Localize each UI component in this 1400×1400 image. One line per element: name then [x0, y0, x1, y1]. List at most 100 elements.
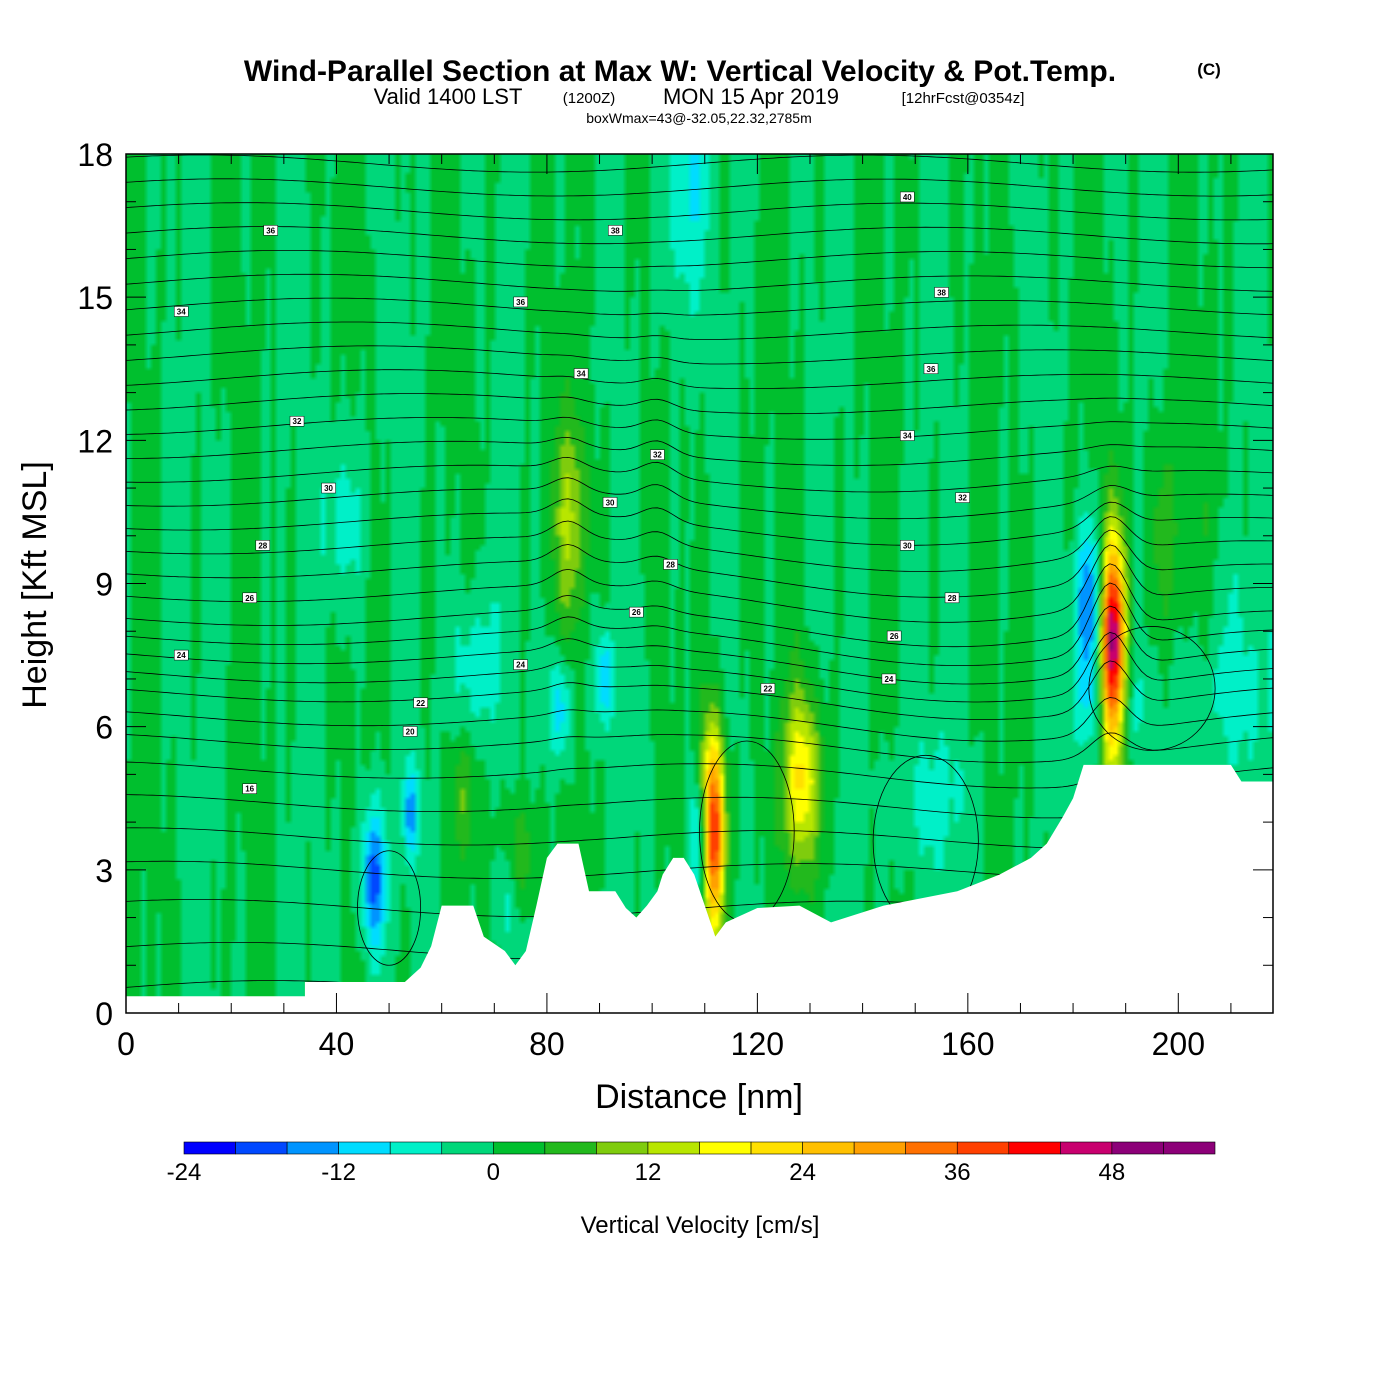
- isentrope-line: [126, 436, 1273, 466]
- y-tick-label: 9: [95, 567, 113, 603]
- isentrope-line: [126, 321, 1273, 340]
- colorbar-bin: [183, 1141, 236, 1155]
- svg-text:24: 24: [177, 651, 186, 660]
- isentrope-label: 32: [289, 415, 305, 427]
- x-tick-labels: 0 40 80 120 160 200: [117, 1026, 1205, 1062]
- colorbar-bin: [338, 1141, 391, 1155]
- colorbar-title: Vertical Velocity [cm/s]: [581, 1212, 820, 1239]
- isentrope-label: 36: [923, 363, 939, 374]
- colorbar-tick-label: 12: [635, 1159, 662, 1186]
- colorbar-tick-label: 0: [487, 1159, 500, 1186]
- colorbar-tick-label: 36: [944, 1159, 971, 1186]
- chart-subtitle-box: boxWmax=43@-32.05,22.32,2785m: [586, 110, 812, 126]
- isentrope-label: 34: [573, 368, 589, 379]
- isentrope-label: 30: [602, 497, 618, 508]
- colorbar-bin: [235, 1141, 288, 1155]
- colorbar: [183, 1141, 1216, 1155]
- svg-text:34: 34: [177, 307, 186, 316]
- x-tick-label: 120: [731, 1026, 784, 1062]
- isentrope-label: 26: [629, 606, 644, 618]
- x-tick-label: 80: [529, 1026, 565, 1062]
- y-tick-labels: 0 3 6 9 12 15 18: [77, 137, 113, 1032]
- svg-text:28: 28: [258, 541, 267, 550]
- isentrope-line: [126, 456, 1273, 493]
- colorbar-tick-label: 48: [1099, 1159, 1126, 1186]
- colorbar-bin: [750, 1141, 803, 1155]
- svg-text:36: 36: [927, 365, 936, 374]
- colorbar-bin: [1060, 1141, 1113, 1155]
- svg-text:28: 28: [948, 594, 957, 603]
- isentrope-line: [126, 202, 1273, 221]
- y-tick-label: 6: [95, 710, 113, 746]
- svg-text:16: 16: [245, 785, 254, 794]
- colorbar-bin: [1111, 1141, 1164, 1155]
- isentrope-line: [126, 273, 1273, 292]
- svg-text:28: 28: [666, 560, 675, 569]
- isentrope-label: 22: [760, 683, 776, 694]
- isentrope-label: 28: [944, 592, 960, 604]
- colorbar-bin: [853, 1141, 907, 1155]
- isentrope-line: [126, 631, 1273, 703]
- svg-text:32: 32: [293, 417, 302, 426]
- isentrope-line: [126, 605, 1273, 685]
- chart-subtitle-fcst: [12hrFcst@0354z]: [902, 90, 1025, 107]
- x-tick-label: 160: [941, 1026, 994, 1062]
- svg-text:38: 38: [611, 226, 620, 235]
- x-tick-label: 0: [117, 1026, 135, 1062]
- svg-text:26: 26: [632, 608, 641, 617]
- colorbar-bin: [596, 1141, 649, 1155]
- svg-text:24: 24: [516, 661, 525, 670]
- isentrope-line: [126, 416, 1273, 440]
- colorbar-bin: [802, 1141, 855, 1155]
- svg-text:26: 26: [890, 632, 899, 641]
- colorbar-tick-label: -12: [321, 1159, 356, 1186]
- isentrope-line: [126, 345, 1273, 365]
- isentrope-label: 38: [934, 287, 949, 298]
- terrain-mask: [126, 764, 1273, 1013]
- isentrope-label: 36: [263, 225, 278, 236]
- svg-text:32: 32: [653, 451, 662, 460]
- isentrope-label: 34: [900, 430, 915, 441]
- colorbar-bin: [1163, 1141, 1216, 1155]
- isentrope-label: 22: [413, 697, 428, 709]
- isentrope-label: 20: [402, 726, 418, 737]
- isentrope-line: [126, 498, 1273, 546]
- svg-text:30: 30: [324, 484, 333, 493]
- svg-text:30: 30: [606, 498, 615, 507]
- isentrope-line: [126, 369, 1273, 389]
- svg-text:24: 24: [884, 675, 893, 684]
- isentrope-line: [126, 178, 1273, 197]
- isentrope-line: [126, 516, 1273, 572]
- svg-text:22: 22: [763, 684, 772, 693]
- isentrope-line: [126, 582, 1273, 666]
- isentrope-label: 24: [173, 649, 189, 661]
- isentrope-label: 28: [663, 559, 678, 570]
- isentrope-label: 40: [900, 191, 915, 203]
- isentrope-line: [357, 850, 422, 966]
- svg-text:36: 36: [516, 298, 525, 307]
- axis-ticks: [125, 153, 1273, 1014]
- isentrope-label: 36: [513, 296, 528, 308]
- chart-subtitle-valid: Valid 1400 LST: [374, 84, 523, 109]
- svg-text:38: 38: [937, 288, 946, 297]
- x-tick-label: 200: [1152, 1026, 1205, 1062]
- svg-text:40: 40: [903, 193, 912, 202]
- svg-text:20: 20: [406, 727, 415, 736]
- y-tick-label: 3: [95, 853, 113, 889]
- svg-text:32: 32: [958, 494, 967, 503]
- colorbar-tick-label: -24: [167, 1159, 202, 1186]
- colorbar-bin: [1008, 1141, 1061, 1155]
- isentrope-line: [126, 154, 1273, 173]
- svg-text:22: 22: [416, 699, 425, 708]
- isentrope-line: [126, 393, 1273, 415]
- chart-title-mark: (C): [1197, 60, 1221, 79]
- plot-area: [126, 154, 1273, 1013]
- isentrope-label: 16: [242, 783, 257, 794]
- isentrope-line: [126, 226, 1273, 245]
- y-axis-label: Height [Kft MSL]: [16, 461, 54, 709]
- isentrope-labels: 16 20 22 22 24 24 24 26 26 26 28 28 28 30 30 30 32 32 32 34…: [173, 191, 970, 794]
- colorbar-bin: [699, 1141, 752, 1155]
- isentrope-line: [126, 544, 1273, 623]
- chart-title: Wind-Parallel Section at Max W: Vertical…: [244, 55, 1116, 88]
